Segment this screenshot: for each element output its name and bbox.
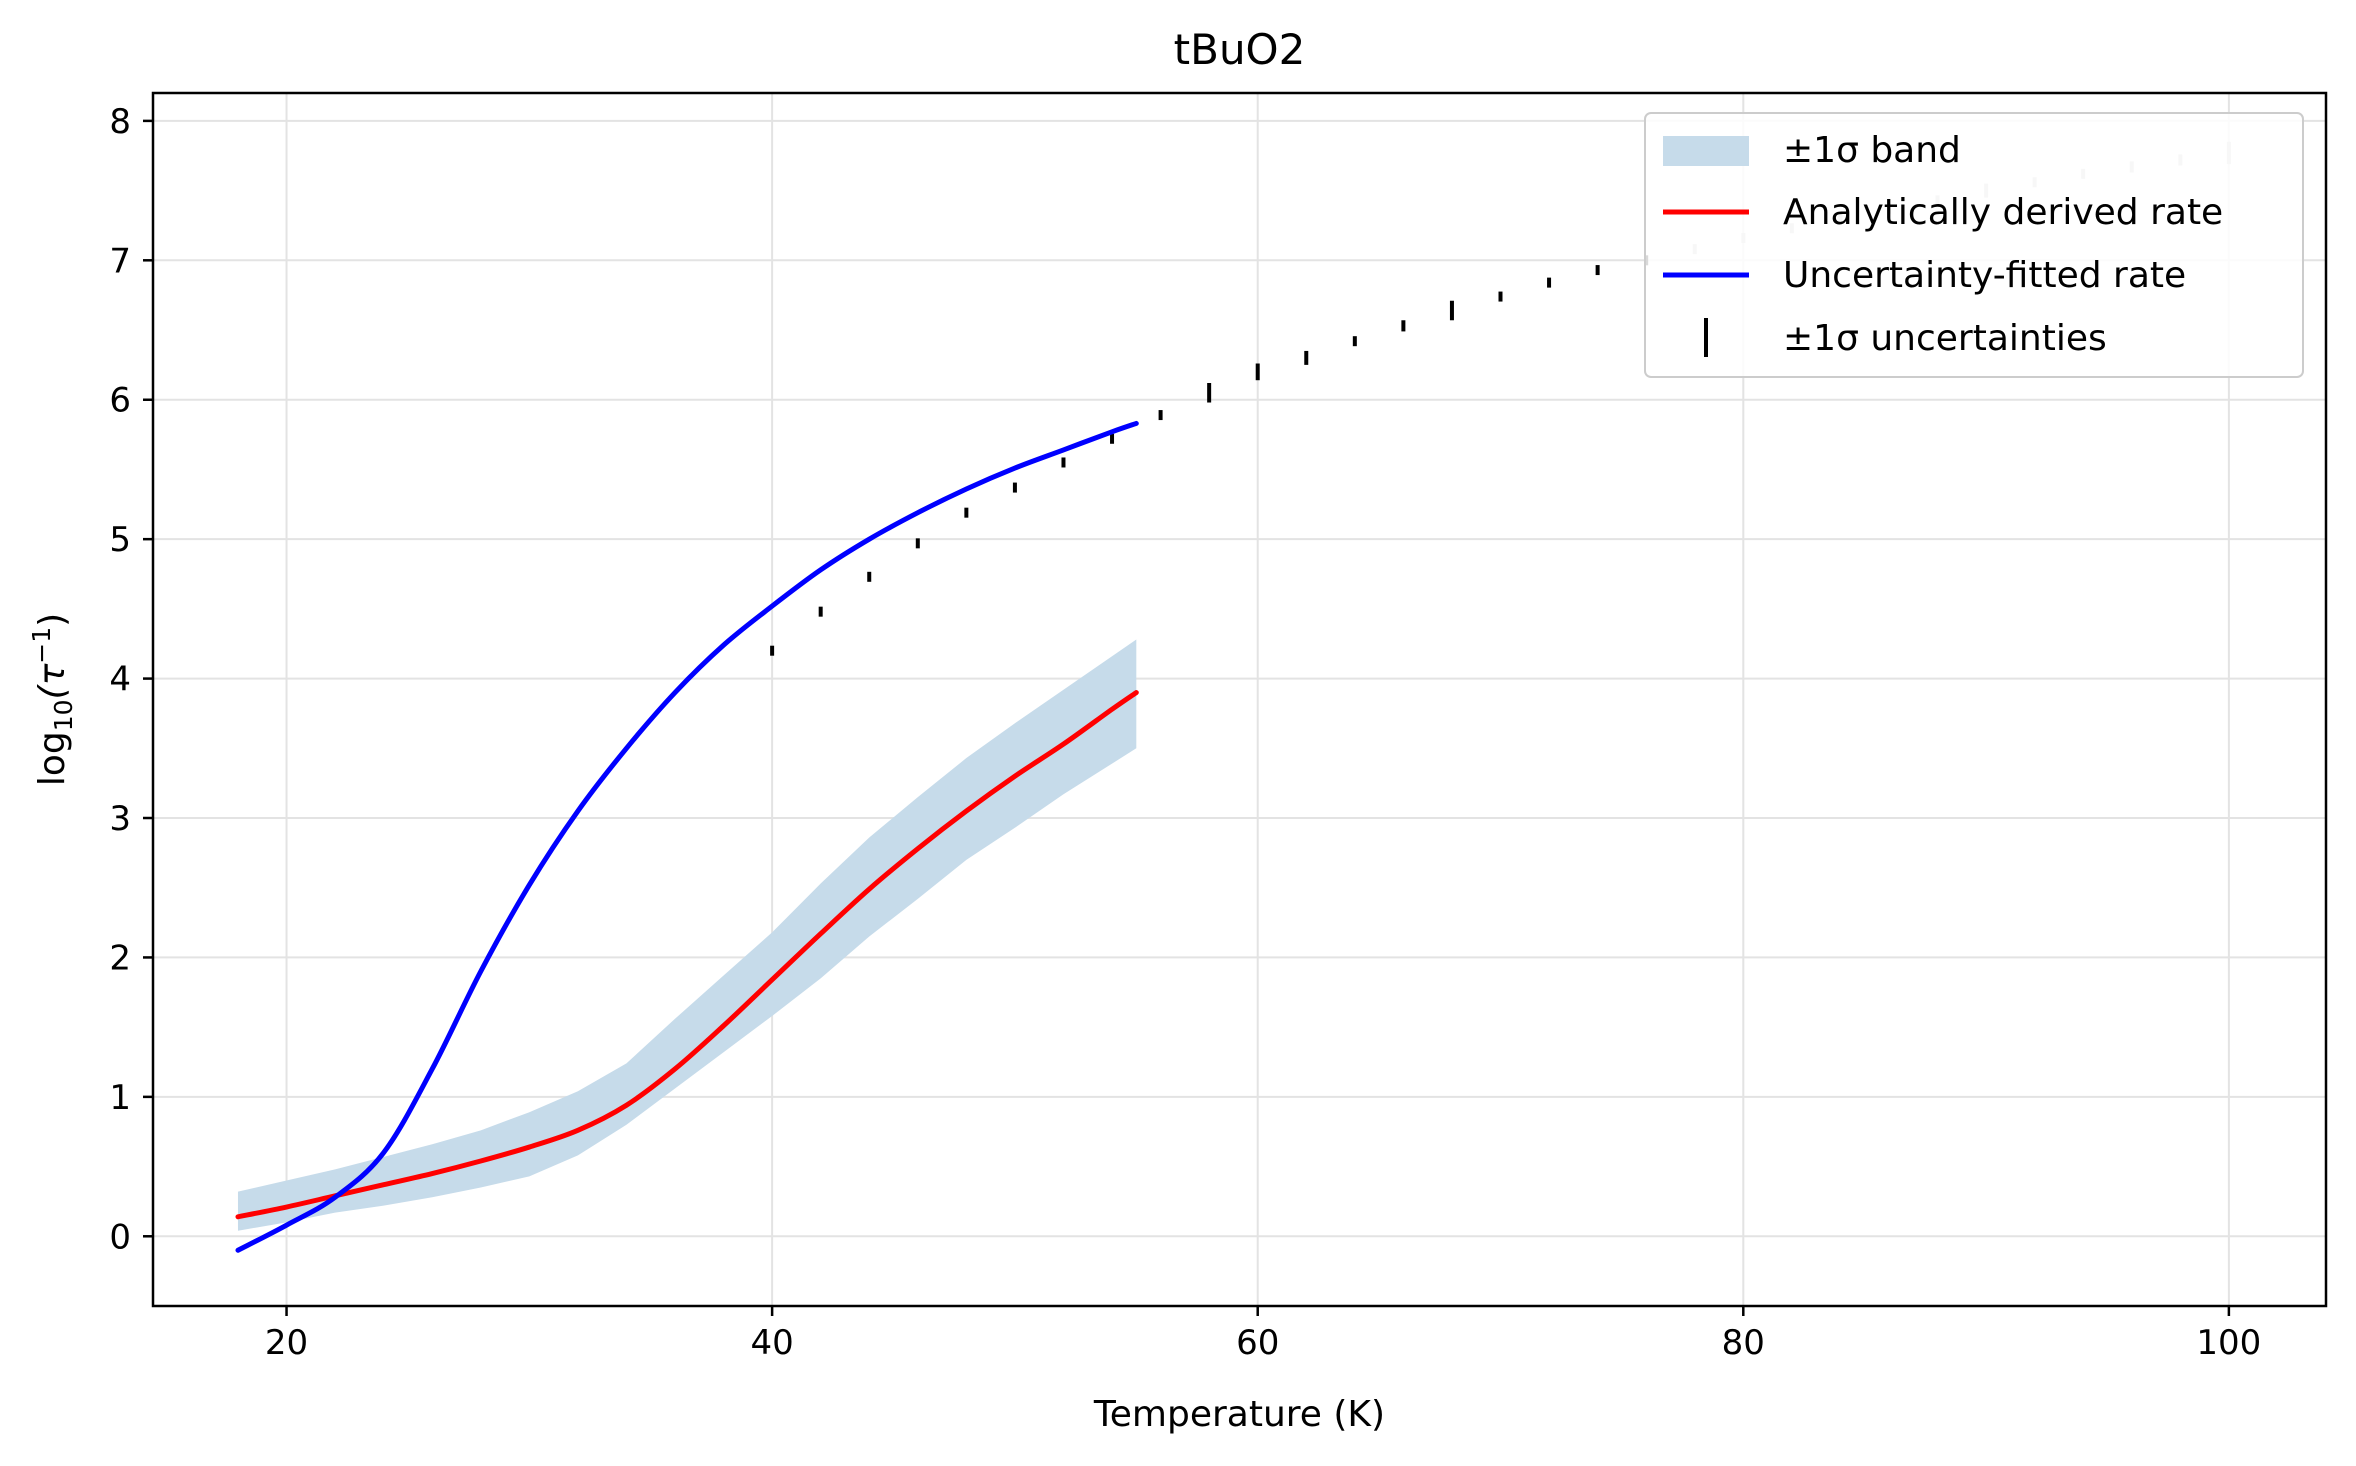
y-tick-label: 0 <box>109 1217 131 1257</box>
legend: ±1σ band Analytically derived rate Uncer… <box>1644 112 2304 378</box>
chart-title: tBuO2 <box>1174 25 1306 74</box>
uncertainty-band <box>237 639 1137 1231</box>
legend-label-analytic: Analytically derived rate <box>1783 192 2223 233</box>
y-axis-label: log10(τ−1) <box>27 613 78 786</box>
y-tick-label: 8 <box>109 102 131 142</box>
y-tick-label: 3 <box>109 799 131 839</box>
x-tick-label: 40 <box>750 1323 793 1363</box>
series-layer <box>235 420 1139 1253</box>
uncertainty-band-layer <box>237 639 1137 1231</box>
legend-frame <box>1644 112 2304 378</box>
legend-label-fitted: Uncertainty-fitted rate <box>1783 255 2186 296</box>
y-axis-label-prefix: log <box>32 731 73 786</box>
plot-frame <box>151 91 2328 1308</box>
y-tick-label: 1 <box>109 1078 131 1118</box>
y-tick-label: 5 <box>109 520 131 560</box>
analytically-derived-rate-line <box>235 690 1139 1220</box>
axis-ticks: 20 40 60 80 100 0 1 2 3 4 5 6 7 8 <box>109 102 2261 1363</box>
y-axis-label-body: (τ <box>32 663 73 699</box>
y-tick-label: 2 <box>109 938 131 978</box>
y-axis-label-subscript: 10 <box>49 699 78 731</box>
uncertainty-fitted-rate-line <box>235 420 1139 1253</box>
x-tick-label: 20 <box>265 1323 308 1363</box>
y-tick-label: 6 <box>109 381 131 421</box>
x-axis-label: Temperature (K) <box>1093 1394 1385 1435</box>
x-tick-label: 60 <box>1236 1323 1279 1363</box>
legend-label-errorbar: ±1σ uncertainties <box>1783 318 2107 359</box>
y-tick-label: 7 <box>109 241 131 281</box>
x-tick-label: 80 <box>1722 1323 1765 1363</box>
y-tick-label: 4 <box>109 660 131 700</box>
y-axis-label-close: ) <box>32 613 73 627</box>
y-axis-label-superscript: −1 <box>27 627 56 664</box>
x-tick-label: 100 <box>2196 1323 2261 1363</box>
legend-swatch-band <box>1663 136 1749 166</box>
legend-label-band: ±1σ band <box>1783 130 1961 171</box>
grid-lines <box>153 93 2326 1306</box>
